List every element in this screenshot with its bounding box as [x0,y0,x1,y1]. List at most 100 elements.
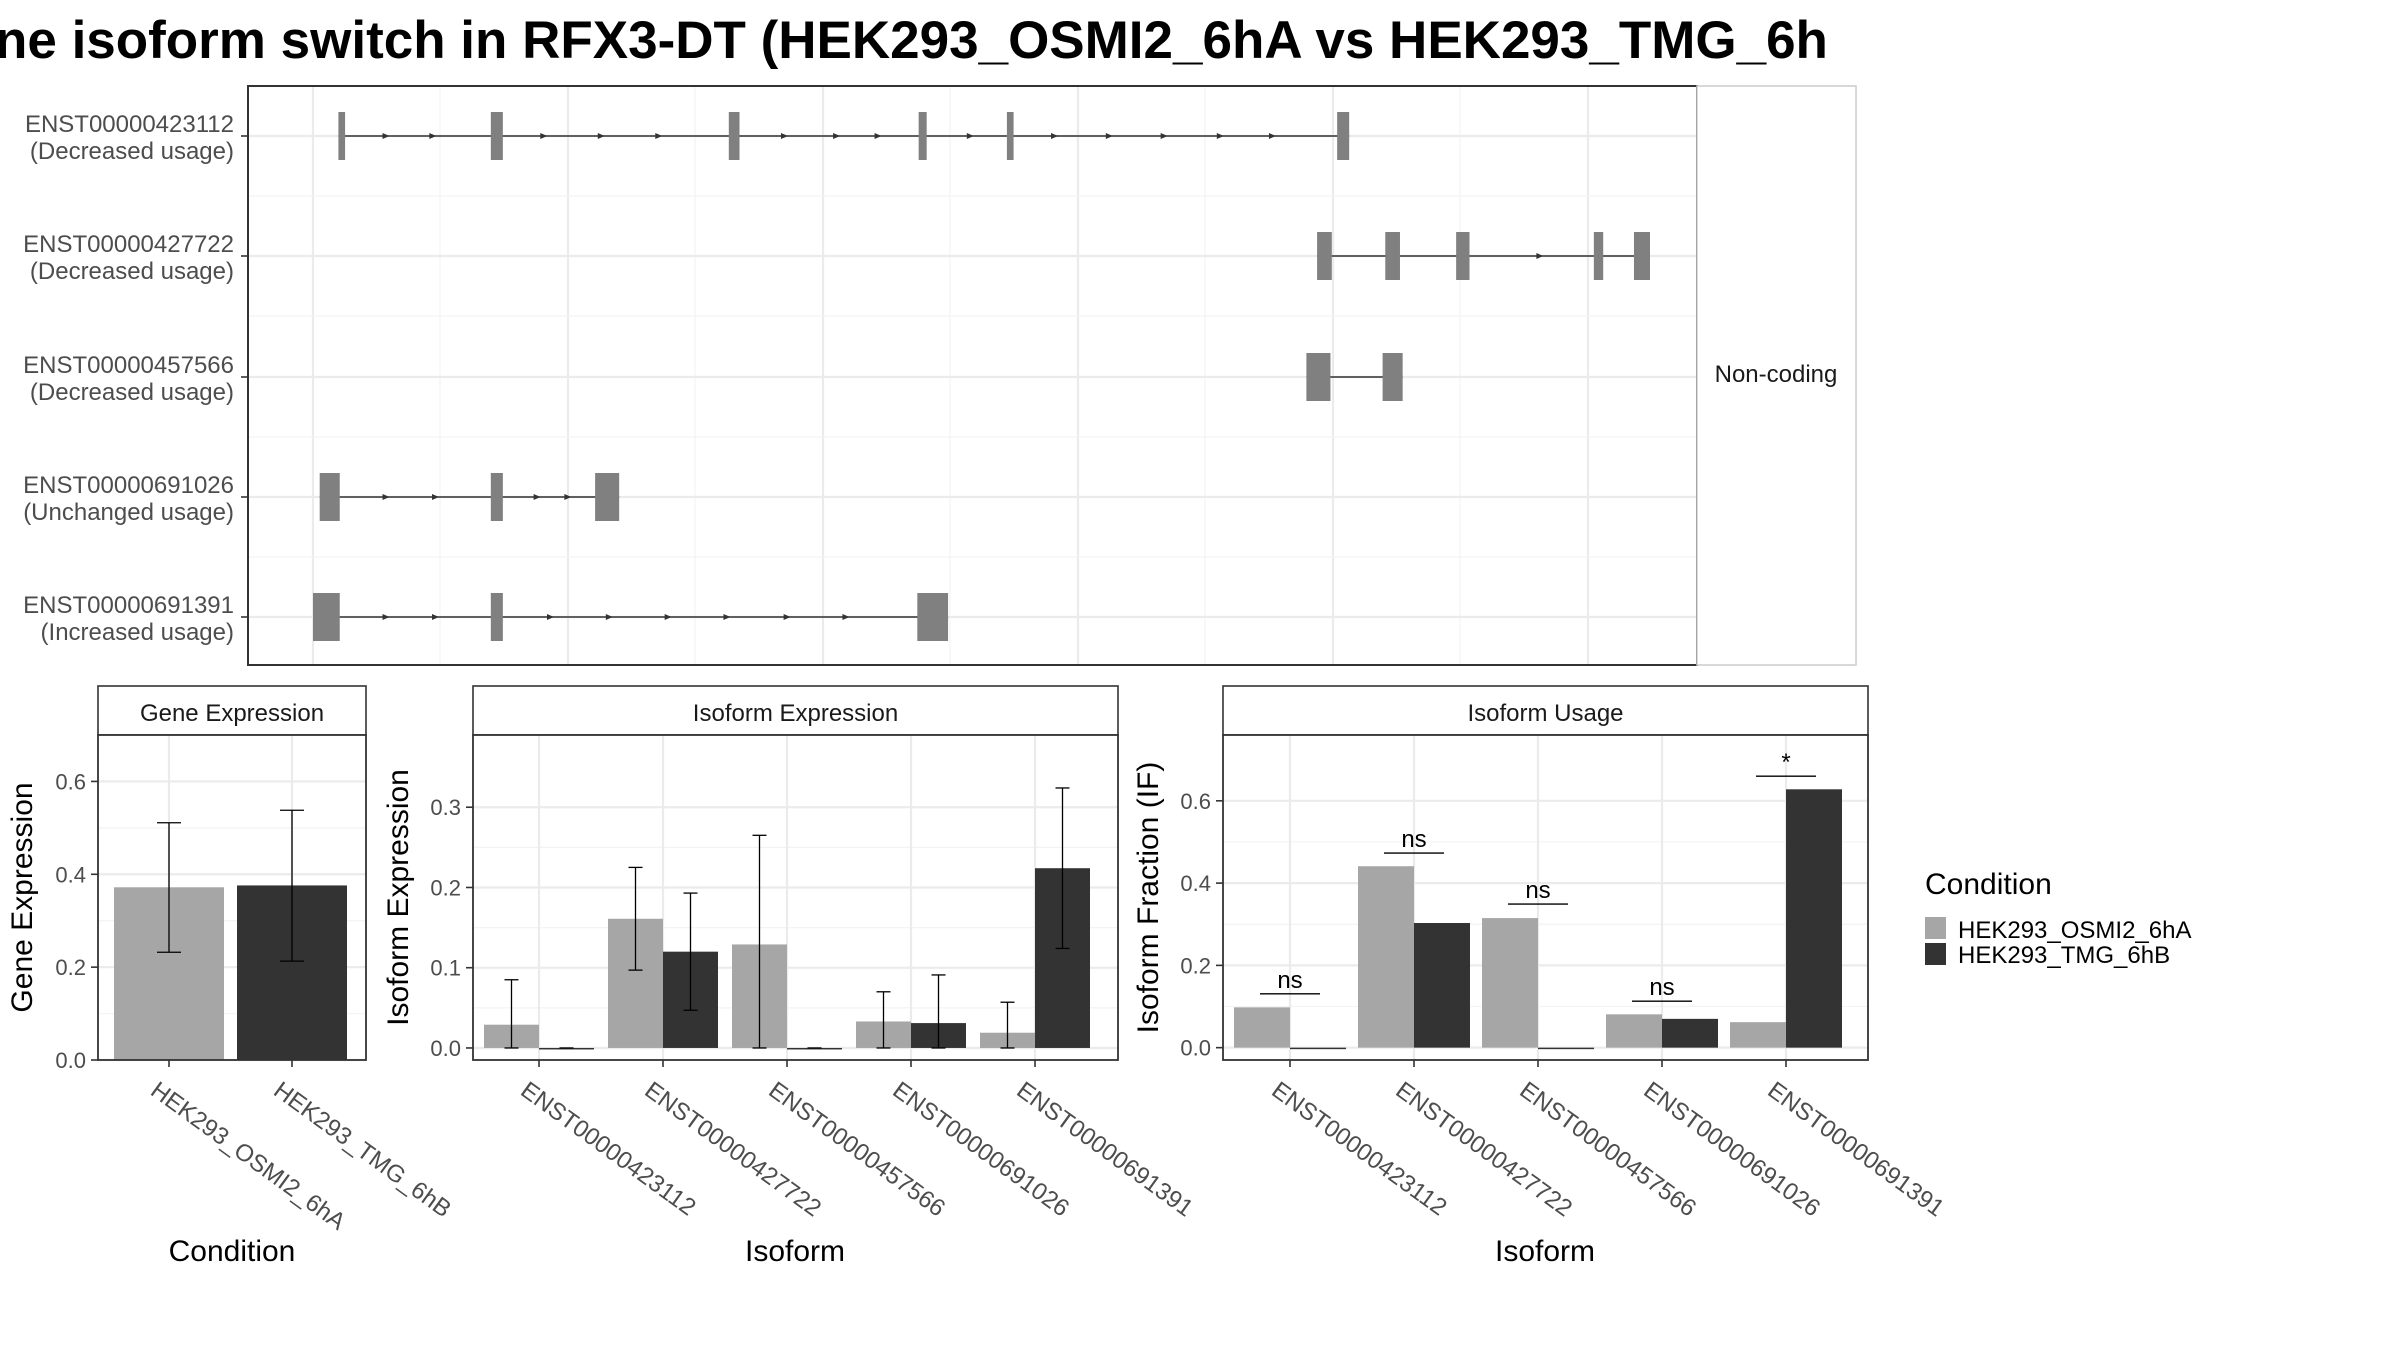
significance-label: ns [1401,826,1426,853]
x-axis-label: Isoform [1495,1235,1595,1268]
strand-arrow [382,614,390,620]
exon-block [917,593,949,641]
panel-strip [1222,685,1869,736]
strand-arrow [540,133,548,139]
exon-block [1006,112,1014,160]
bar-tmg [1414,923,1470,1048]
panel-plot-area [1223,735,1868,1060]
isoform-expression-panel: Isoform Expression 0.0 0.1 0.2 0.3 Isoform Ex… [382,685,1198,1268]
exon-block [490,593,503,641]
exon-block [1306,353,1331,401]
significance-label: ns [1525,877,1550,904]
y-tick-label: 0.6 [1180,789,1211,814]
bar-osmi [1482,918,1538,1048]
transcript-ENST00000691391: ENST00000691391(Increased usage) [23,592,949,646]
strand-arrow [382,494,390,500]
bar-tmg [1786,789,1842,1048]
strand-arrow [664,614,672,620]
strand-arrow [780,133,788,139]
panel-strip-title: Gene Expression [140,700,324,727]
panel-frame [97,734,367,1061]
exon-block [1633,232,1650,280]
strand-arrow [833,133,841,139]
bar-tmg [787,1047,842,1050]
strand-arrow [655,133,663,139]
strand-arrow [1051,133,1059,139]
panel-strip-title: Isoform Expression [693,700,898,727]
y-tick-label: 0.1 [430,956,461,981]
significance-label: ns [1649,974,1674,1001]
strand-arrow [874,133,882,139]
transcript-usage-label: (Decreased usage) [30,258,234,285]
legend-label-tmg: HEK293_TMG_6hB [1958,942,2170,969]
exon-block [1382,353,1403,401]
strand-arrow [783,614,791,620]
isoform-usage-panel: Isoform Usage ns ns ns ns * 0.0 0.2 0.4 0.6 Isofor… [1132,685,1949,1268]
bar-osmi [1606,1014,1662,1048]
y-tick-label: 0.2 [430,875,461,900]
bar-osmi [1234,1007,1290,1048]
exon-block [319,473,340,521]
strand-arrow [1268,133,1276,139]
strand-arrow [1160,133,1168,139]
y-tick-label: 0.2 [1180,953,1211,978]
bar-osmi [1358,866,1414,1048]
exon-block [490,112,503,160]
y-tick-label: 0.6 [55,769,86,794]
transcript-usage-label: (Decreased usage) [30,138,234,165]
transcript-usage-label: (Increased usage) [41,619,234,646]
strand-arrow [597,133,605,139]
exon-block [1337,112,1350,160]
legend-label-osmi: HEK293_OSMI2_6hA [1958,917,2191,944]
panel-frame [472,734,1119,1061]
y-tick-label: 0.3 [430,795,461,820]
figure-title: ne isoform switch in RFX3-DT (HEK293_OSM… [0,11,1828,70]
bar-osmi [1730,1022,1786,1048]
strand-arrow [382,133,390,139]
exon-block [728,112,740,160]
exon-block [918,112,927,160]
significance-label: * [1781,749,1790,776]
y-axis-label: Gene Expression [6,782,39,1012]
exon-block [595,473,620,521]
y-axis-label: Isoform Fraction (IF) [1132,762,1165,1034]
structure-strip-label: Non-coding [1715,361,1838,388]
transcript-id-label: ENST00000427722 [23,231,234,258]
panel-strip-title: Isoform Usage [1467,700,1623,727]
y-tick-label: 0.2 [55,955,86,980]
panel-frame [1222,734,1869,1061]
exon-block [313,593,340,641]
strand-arrow [533,494,541,500]
x-tick-label: HEK293_OSMI2_6hA [146,1077,351,1236]
isoform-structure-panel: ENST00000423112(Decreased usage)ENST0000… [23,85,1857,666]
transcript-id-label: ENST00000691026 [23,472,234,499]
strand-arrow [1216,133,1224,139]
strand-arrow [1536,253,1544,259]
bar-tmg [539,1047,594,1050]
exon-block [1456,232,1470,280]
panel-strip [97,685,367,736]
y-tick-label: 0.0 [430,1036,461,1061]
x-axis-label: Isoform [745,1235,845,1268]
legend-title: Condition [1925,868,2052,901]
structure-plot-area [248,86,1697,665]
significance-label: ns [1277,967,1302,994]
strand-arrow [842,614,850,620]
x-axis-label: Condition [169,1235,296,1268]
transcript-id-label: ENST00000457566 [23,352,234,379]
transcript-ENST00000427722: ENST00000427722(Decreased usage) [23,231,1650,285]
exon-block [1317,232,1332,280]
exon-block [338,112,346,160]
strand-arrow [546,614,554,620]
strand-arrow [966,133,974,139]
transcript-id-label: ENST00000691391 [23,592,234,619]
strand-arrow [723,614,731,620]
strand-arrow [432,494,440,500]
transcript-usage-label: (Decreased usage) [30,379,234,406]
y-axis-label: Isoform Expression [382,769,415,1026]
strand-arrow [429,133,437,139]
legend: Condition HEK293_OSMI2_6hA HEK293_TMG_6h… [1925,868,2191,969]
y-tick-label: 0.4 [55,862,86,887]
transcript-usage-label: (Unchanged usage) [23,499,234,526]
